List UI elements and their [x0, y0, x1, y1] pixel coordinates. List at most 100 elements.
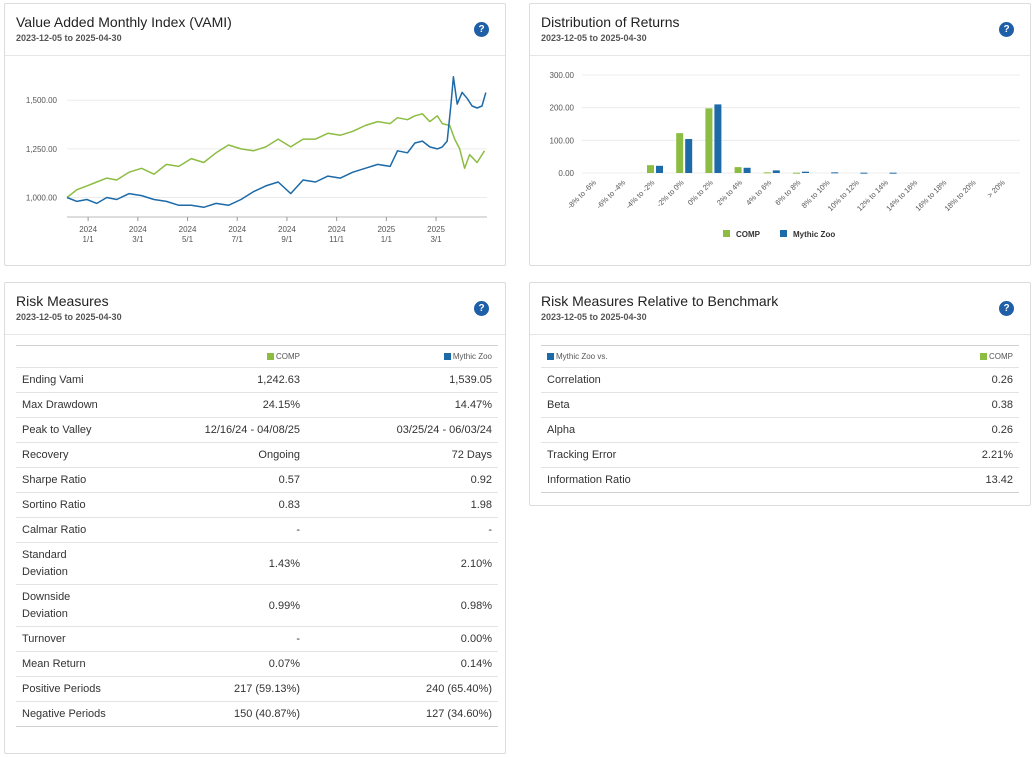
risk-row-label: Peak to Valley — [16, 417, 166, 443]
risk-row-label: Calmar Ratio — [16, 517, 166, 543]
relative-risk-help-icon[interactable]: ? — [999, 301, 1014, 316]
risk-row-mythic-value: 03/25/24 - 06/03/24 — [306, 417, 498, 443]
dist-bar-comp — [763, 172, 771, 174]
vami-x-tick-date: 5/1 — [182, 235, 194, 244]
distribution-help-icon[interactable]: ? — [999, 22, 1014, 37]
risk-row-comp-value: 150 (40.87%) — [166, 701, 306, 727]
relative-table-row: Information Ratio 13.42 — [541, 467, 1019, 493]
dist-bar-comp — [647, 165, 654, 173]
risk-table-row: Negative Periods 150 (40.87%) 127 (34.60%) — [16, 701, 498, 727]
vami-x-tick-year: 2024 — [129, 225, 147, 234]
vami-date-range: 2023-12-05 to 2025-04-30 — [16, 33, 122, 43]
risk-row-label-text: Standard Deviation — [22, 548, 68, 578]
relative-header-mythic: Mythic Zoo vs. — [541, 345, 867, 368]
risk-table-row: Recovery Ongoing 72 Days — [16, 442, 498, 468]
risk-row-mythic-value: 72 Days — [306, 442, 498, 468]
relative-row-label: Correlation — [541, 367, 867, 393]
risk-row-mythic-value: 127 (34.60%) — [306, 701, 498, 727]
dist-legend-label: Mythic Zoo — [793, 230, 835, 239]
dist-bar-comp — [734, 167, 742, 173]
risk-row-label: Sharpe Ratio — [16, 467, 166, 493]
risk-table-row: Mean Return 0.07% 0.14% — [16, 651, 498, 677]
distribution-title: Distribution of Returns — [541, 14, 680, 30]
risk-table-row: Standard Deviation 1.43% 2.10% — [16, 542, 498, 585]
dist-bar-comp — [793, 172, 800, 174]
dist-bar-mythic-zoo — [656, 165, 663, 173]
risk-row-mythic-value: 1,539.05 — [306, 367, 498, 393]
vami-header: Value Added Monthly Index (VAMI) 2023-12… — [5, 4, 505, 56]
risk-header-mythic: Mythic Zoo — [306, 345, 498, 368]
relative-risk-title: Risk Measures Relative to Benchmark — [541, 293, 779, 309]
dist-bar-mythic-zoo — [831, 172, 839, 174]
risk-row-comp-value: 0.07% — [166, 651, 306, 677]
relative-header-mythic-label: Mythic Zoo vs. — [556, 352, 608, 361]
dist-bar-mythic-zoo — [772, 170, 780, 173]
risk-header-comp-label: COMP — [276, 352, 300, 361]
dist-x-tick-label: 18% to 20% — [943, 178, 978, 213]
dist-bar-comp — [705, 108, 713, 173]
dist-legend-swatch — [723, 230, 730, 237]
risk-measures-header: Risk Measures 2023-12-05 to 2025-04-30 ? — [5, 283, 505, 335]
risk-row-label: Turnover — [16, 626, 166, 652]
risk-row-mythic-value: 1.98 — [306, 492, 498, 518]
vami-x-tick-year: 2024 — [79, 225, 97, 234]
risk-row-label: Mean Return — [16, 651, 166, 677]
dist-x-tick-label: -8% to -6% — [565, 178, 598, 211]
mythic-swatch — [547, 353, 554, 360]
vami-x-tick-year: 2024 — [228, 225, 246, 234]
dist-legend-swatch — [780, 230, 787, 237]
risk-measures-title: Risk Measures — [16, 293, 109, 309]
risk-table-header-row: COMP Mythic Zoo — [16, 345, 498, 368]
vami-x-tick-date: 9/1 — [281, 235, 293, 244]
vami-y-tick-label: 1,250.00 — [26, 145, 58, 154]
risk-row-label: Ending Vami — [16, 367, 166, 393]
vami-x-tick-date: 3/1 — [132, 235, 144, 244]
vami-x-tick-date: 3/1 — [430, 235, 442, 244]
relative-row-value: 2.21% — [866, 442, 1019, 468]
distribution-header: Distribution of Returns 2023-12-05 to 20… — [530, 4, 1030, 56]
dist-x-tick-label: > 20% — [985, 178, 1007, 200]
relative-row-label: Tracking Error — [541, 442, 867, 468]
risk-table-row: Max Drawdown 24.15% 14.47% — [16, 392, 498, 418]
risk-row-mythic-value: 0.92 — [306, 467, 498, 493]
distribution-date-range: 2023-12-05 to 2025-04-30 — [541, 33, 647, 43]
dist-x-tick-label: 0% to 2% — [686, 178, 715, 207]
risk-row-comp-value: 1,242.63 — [166, 367, 306, 393]
vami-series-comp — [66, 113, 486, 199]
dist-bar-mythic-zoo — [889, 172, 897, 174]
vami-x-tick-year: 2025 — [377, 225, 395, 234]
risk-row-label: Recovery — [16, 442, 166, 468]
dist-bar-mythic-zoo — [743, 167, 751, 173]
relative-row-value: 13.42 — [866, 467, 1019, 493]
risk-row-label: Negative Periods — [16, 701, 166, 727]
risk-table-row: Turnover -0.00% — [16, 626, 498, 652]
risk-row-label-text: Downside Deviation — [22, 590, 71, 620]
vami-help-icon[interactable]: ? — [474, 22, 489, 37]
relative-row-label: Beta — [541, 392, 867, 418]
relative-risk-panel: Risk Measures Relative to Benchmark 2023… — [529, 282, 1031, 506]
risk-row-label: Max Drawdown — [16, 392, 166, 418]
vami-y-tick-label: 1,500.00 — [26, 96, 58, 105]
risk-row-comp-value: - — [166, 626, 306, 652]
vami-x-tick-date: 1/1 — [381, 235, 393, 244]
vami-y-tick-label: 1,000.00 — [26, 194, 58, 203]
relative-row-value: 0.26 — [866, 367, 1019, 393]
dist-y-tick-label: 200.00 — [550, 104, 575, 113]
relative-risk-table: Mythic Zoo vs. COMP Correlation 0.26 Beta 0.3… — [541, 345, 1019, 493]
dist-x-tick-label: -2% to 0% — [655, 178, 686, 209]
vami-x-tick-year: 2024 — [278, 225, 296, 234]
risk-measures-help-icon[interactable]: ? — [474, 301, 489, 316]
vami-x-tick-year: 2024 — [328, 225, 346, 234]
risk-row-mythic-value: 14.47% — [306, 392, 498, 418]
relative-row-label: Alpha — [541, 417, 867, 443]
vami-x-tick-year: 2025 — [427, 225, 445, 234]
risk-header-label-cell — [16, 345, 166, 368]
vami-x-tick-date: 7/1 — [232, 235, 244, 244]
risk-header-mythic-label: Mythic Zoo — [452, 352, 492, 361]
risk-row-label: Standard Deviation — [16, 542, 166, 585]
risk-measures-table: COMP Mythic Zoo Ending Vami 1,242.63 1,539.0… — [16, 345, 498, 727]
risk-table-row: Sortino Ratio 0.83 1.98 — [16, 492, 498, 518]
dist-y-tick-label: 0.00 — [558, 169, 574, 178]
risk-row-mythic-value: 0.14% — [306, 651, 498, 677]
risk-row-comp-value: 24.15% — [166, 392, 306, 418]
